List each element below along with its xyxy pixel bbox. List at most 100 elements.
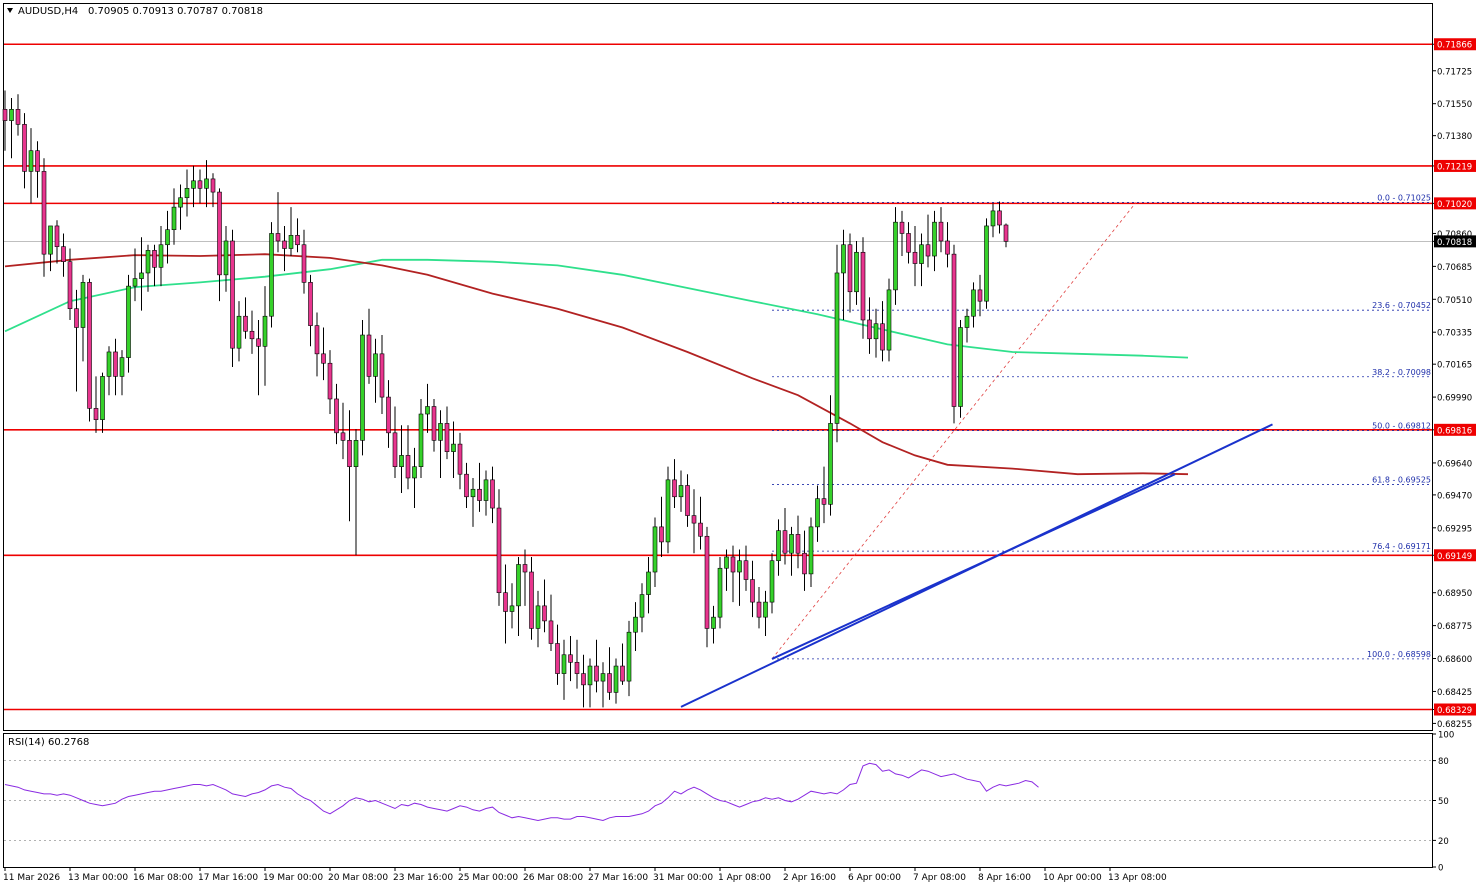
bull-candle-body [971,289,976,317]
fibonacci-level-label: 50.0 - 0.69812 [1372,422,1431,431]
price-tick-label: 0.70685 [1437,263,1472,273]
candle [327,350,333,415]
candle [438,410,443,478]
symbol-label: AUDUSD,H4 [18,6,78,17]
bull-candle-body [854,251,859,293]
level-price-box [1434,159,1476,172]
bear-candle-body [750,579,755,603]
candle [639,583,645,633]
bear-candle-body [925,244,931,257]
bull-candle-body [841,244,846,274]
bull-candle-body [808,526,814,575]
fibonacci-ray [771,202,1137,660]
collapse-triangle-icon[interactable] [7,8,13,13]
rsi-tick-label: 50 [1438,797,1449,807]
bull-candle-body [353,440,359,467]
bear-candle-body [568,654,573,663]
candle [678,470,684,512]
price-axis: 0.71866 0.71725 0.71550 0.71380 0.71219 0.710… [1432,38,1476,730]
bear-candle-body [41,171,47,255]
time-tick-label: 17 Mar 16:00 [198,873,258,883]
candle [431,398,437,452]
bull-candle-body [119,357,125,377]
bear-candle-body [54,225,60,247]
candle [165,210,170,264]
candle [340,402,346,460]
time-tick-label: 1 Apr 08:00 [718,873,771,883]
level-price-box [1434,549,1476,562]
price-tick-label: 0.70335 [1437,329,1472,339]
bull-candle-body [600,673,606,682]
level-price-label: 0.71866 [1437,41,1472,51]
bear-candle-body [321,353,326,364]
candle [880,301,885,362]
candle [542,579,547,633]
bull-candle-body [633,616,638,633]
bear-candle-body [951,253,957,407]
candle [366,308,372,384]
bull-candle-body [106,351,112,377]
candle [386,380,391,448]
candle [191,165,196,208]
bear-candle-body [392,432,398,467]
candle [912,225,918,287]
candle [828,395,833,516]
candle [483,470,489,516]
bear-candle-body [386,396,391,434]
candle [509,583,515,629]
bull-candle-body [158,244,164,268]
candle [451,421,456,478]
current-price-box [1434,235,1476,248]
candle [529,556,534,640]
bull-candle-body [613,665,619,693]
candle [516,556,521,636]
time-axis: 11 Mar 2026 13 Mar 00:00 16 Mar 08:00 17 Ma… [3,867,1167,883]
candle [919,233,924,287]
candle [834,244,840,443]
bull-candle-body [145,250,151,274]
fibonacci-level-label: 38.2 - 0.70098 [1372,368,1431,377]
bull-candle-body [509,605,515,612]
bull-candle-body [269,233,274,317]
candle [132,248,138,302]
bear-candle-body [275,233,281,242]
candle [80,274,86,362]
candle [672,459,677,509]
fibonacci-level-label: 76.4 - 0.69171 [1372,542,1431,551]
fibonacci-level-label: 23.6 - 0.70452 [1372,301,1431,310]
candle [802,530,807,591]
bear-candle-body [555,643,560,674]
bull-candle-body [139,272,144,279]
bear-candle-body [743,560,749,580]
candle [145,244,151,292]
candle [470,477,476,527]
bear-candle-body [548,620,554,644]
bull-candle-body [886,289,892,351]
candle [67,248,73,320]
bear-candle-body [282,240,287,249]
candle [28,128,34,204]
candle [945,222,950,268]
rsi-tick-label: 0 [1438,864,1443,874]
price-tick-label: 0.68600 [1437,655,1472,665]
candle [477,462,482,512]
time-tick-label: 31 Mar 00:00 [653,873,713,883]
candle [217,188,222,302]
bear-candle-body [496,507,502,593]
bear-candle-body [22,124,27,172]
bear-candle-body [574,661,580,674]
candle [87,278,92,422]
horizontal-levels [4,43,1432,711]
candle [808,517,814,588]
bear-candle-body [379,353,385,398]
bear-candle-body [477,488,482,501]
candle [574,639,580,689]
level-price-box [1434,703,1476,716]
candle [347,410,352,522]
bull-candle-body [711,616,716,629]
price-tick-label: 0.69470 [1437,491,1472,501]
bear-candle-body [35,150,40,172]
bear-candle-body [867,319,872,340]
candle [301,229,307,294]
